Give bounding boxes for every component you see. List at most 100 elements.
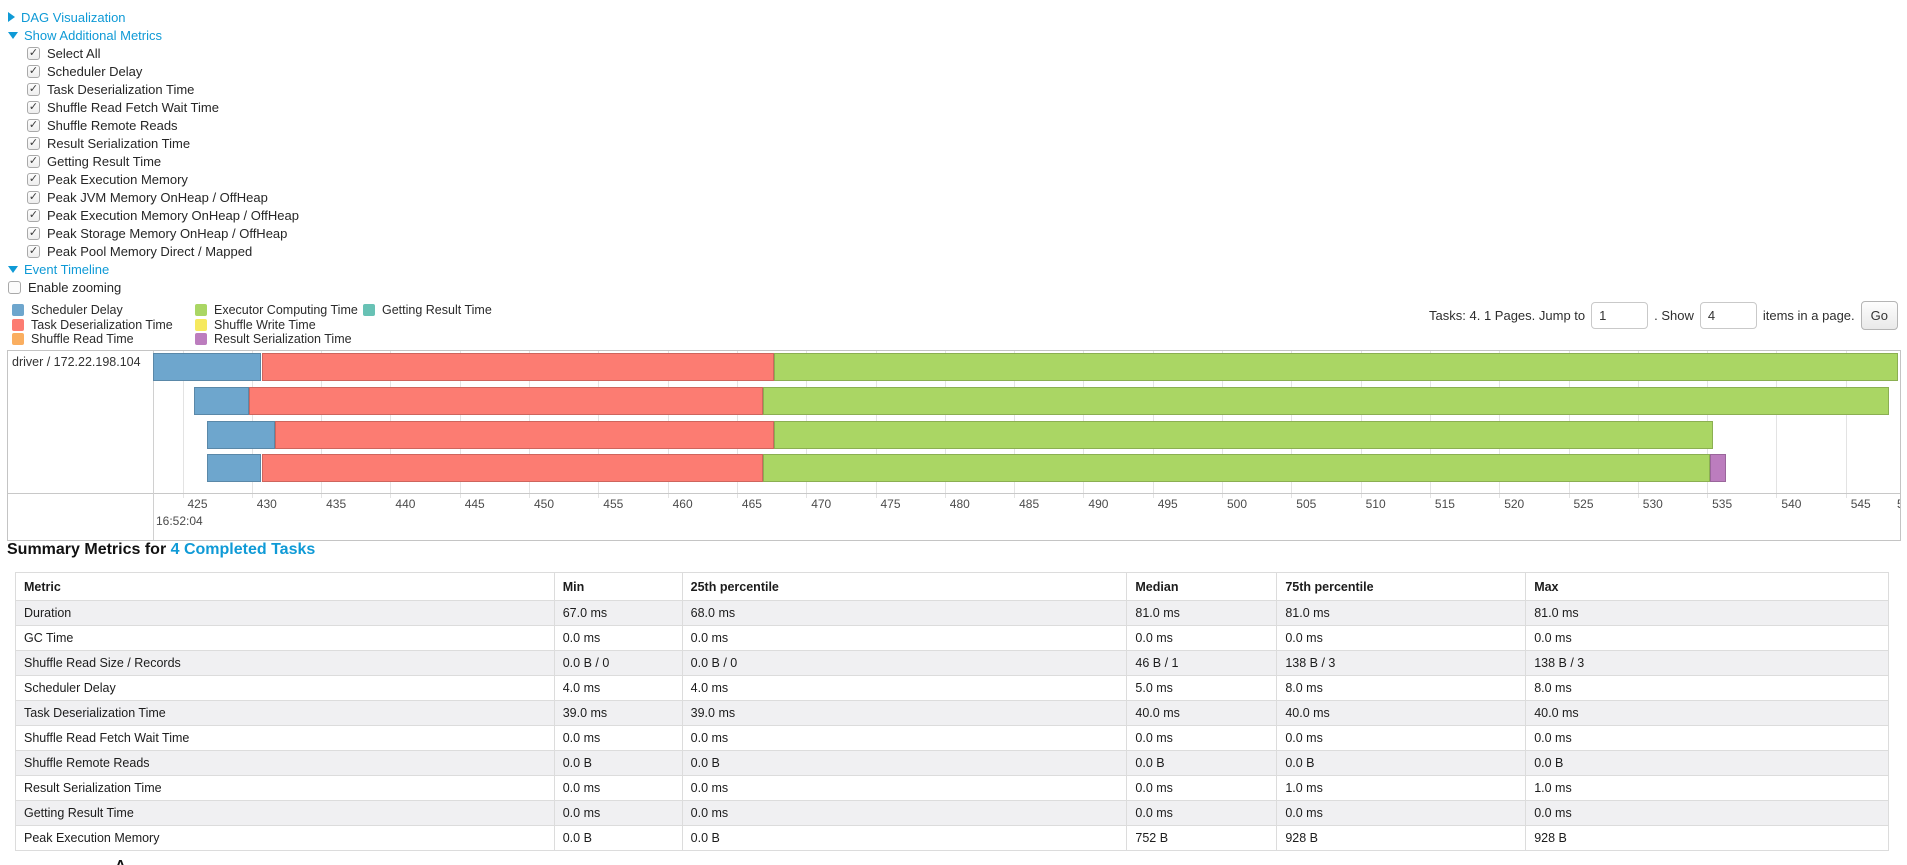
summary-row: Scheduler Delay 4.0 ms 4.0 ms 5.0 ms 8.0 ms 8…: [15, 675, 1889, 701]
legend-item: Executor Computing Time: [195, 303, 358, 317]
summary-metric-value: 0.0 ms: [1126, 800, 1278, 826]
legend-item-label: Scheduler Delay: [31, 303, 123, 317]
metric-option-row: ✓ Peak Execution Memory: [27, 170, 299, 188]
event-timeline-label: Event Timeline: [24, 261, 110, 277]
summary-row: Peak Execution Memory 0.0 B 0.0 B 752 B 928 …: [15, 825, 1889, 851]
getting_result-swatch: [363, 304, 375, 316]
summary-metric-value: 81.0 ms: [1276, 600, 1527, 626]
axis-tick-label: 445: [464, 497, 485, 511]
summary-metric-value: 0.0 ms: [1126, 775, 1278, 801]
summary-row: GC Time 0.0 ms 0.0 ms 0.0 ms 0.0 ms 0.0 ms: [15, 625, 1889, 651]
axis-tick-label: 505: [1296, 497, 1317, 511]
summary-metric-value: 81.0 ms: [1126, 600, 1278, 626]
summary-metric-name: Shuffle Remote Reads: [15, 750, 555, 776]
summary-metric-value: 0.0 B: [1525, 750, 1889, 776]
summary-metric-value: 0.0 B: [553, 750, 683, 776]
items-per-page-input[interactable]: [1699, 301, 1757, 329]
metric-checkbox-3[interactable]: ✓: [27, 100, 40, 114]
axis-tick-label: 530: [1642, 497, 1663, 511]
summary-metric-value: 0.0 B: [1276, 750, 1527, 776]
event-timeline-toggle[interactable]: Event Timeline: [8, 262, 109, 277]
summary-metric-value: 8.0 ms: [1525, 675, 1889, 701]
event-timeline-chart: 425 430 435 440 445 450 455 460 465 470 475 480 485 4…: [7, 350, 1901, 541]
enable-zooming-checkbox[interactable]: [8, 280, 21, 294]
show-additional-metrics-toggle[interactable]: Show Additional Metrics: [8, 28, 162, 43]
summary-metric-value: 8.0 ms: [1276, 675, 1527, 701]
legend-item: Getting Result Time: [363, 303, 492, 317]
summary-column-header: 25th percentile: [681, 572, 1128, 601]
timeline-controls: DAG Visualization Show Additional Metric…: [8, 8, 299, 296]
metric-checkbox-list: ✓ Select All ✓ Scheduler Delay ✓ Task Deseria…: [8, 44, 299, 260]
summary-metric-value: 0.0 ms: [1126, 625, 1278, 651]
summary-metric-value: 0.0 ms: [681, 725, 1128, 751]
metric-checkbox-label: Getting Result Time: [47, 153, 162, 169]
metric-checkbox-6[interactable]: ✓: [27, 154, 40, 168]
summary-metric-value: 0.0 B: [553, 825, 683, 851]
jump-to-page-input[interactable]: [1591, 301, 1649, 329]
axis-tick-label: 440: [395, 497, 416, 511]
summary-column-header: 75th percentile: [1276, 572, 1527, 601]
metric-checkbox-label: Peak Storage Memory OnHeap / OffHeap: [47, 225, 288, 241]
summary-metric-value: 928 B: [1525, 825, 1889, 851]
axis-gridline: [1776, 351, 1778, 498]
metric-option-row: ✓ Shuffle Read Fetch Wait Time: [27, 98, 299, 116]
executor-label: driver / 172.22.198.104: [12, 355, 141, 369]
legend-column: Getting Result Time: [363, 303, 492, 318]
summary-metric-value: 0.0 ms: [681, 800, 1128, 826]
summary-metric-value: 0.0 B / 0: [553, 650, 683, 676]
summary-row: Result Serialization Time 0.0 ms 0.0 ms 0.0…: [15, 775, 1889, 801]
dag-visualization-label: DAG Visualization: [21, 9, 126, 25]
metric-checkbox-10[interactable]: ✓: [27, 226, 40, 240]
metric-checkbox-4[interactable]: ✓: [27, 118, 40, 132]
completed-tasks-link[interactable]: 4 Completed Tasks: [170, 541, 316, 558]
summary-metric-value: 0.0 ms: [1525, 725, 1889, 751]
metric-checkbox-0[interactable]: ✓: [27, 46, 40, 60]
timeline-legend: Scheduler Delay Task Deserialization Time…: [12, 303, 492, 347]
metric-checkbox-11[interactable]: ✓: [27, 244, 40, 258]
metric-checkbox-label: Peak Pool Memory Direct / Mapped: [47, 243, 253, 259]
metric-option-row: ✓ Peak Storage Memory OnHeap / OffHeap: [27, 224, 299, 242]
legend-item: Shuffle Read Time: [12, 332, 173, 346]
summary-column-header: Metric: [15, 572, 555, 601]
metric-option-row: ✓ Result Serialization Time: [27, 134, 299, 152]
summary-metric-value: 0.0 ms: [553, 775, 683, 801]
summary-metric-value: 40.0 ms: [1276, 700, 1527, 726]
go-button[interactable]: Go: [1860, 300, 1898, 330]
pagination-prefix: Tasks: 4. 1 Pages. Jump to: [1429, 307, 1586, 323]
metric-checkbox-7[interactable]: ✓: [27, 172, 40, 186]
metric-checkbox-5[interactable]: ✓: [27, 136, 40, 150]
metric-checkbox-label: Result Serialization Time: [47, 135, 191, 151]
metric-checkbox-1[interactable]: ✓: [27, 64, 40, 78]
axis-tick-label: 515: [1434, 497, 1455, 511]
metric-checkbox-label: Shuffle Read Fetch Wait Time: [47, 99, 219, 115]
task-bar-scheduler_delay: [207, 454, 262, 482]
summary-column-header: Min: [553, 572, 683, 601]
summary-metric-name: GC Time: [15, 625, 555, 651]
task-bar-task_deserialization: [275, 421, 775, 449]
task-bar-executor_computing: [774, 421, 1713, 449]
summary-metric-name: Getting Result Time: [15, 800, 555, 826]
dag-visualization-toggle[interactable]: DAG Visualization: [8, 10, 126, 25]
summary-metric-name: Shuffle Read Fetch Wait Time: [15, 725, 555, 751]
summary-metrics-title: Summary Metrics for 4 Completed Tasks: [7, 541, 315, 559]
task-bar-scheduler_delay: [153, 353, 262, 381]
metric-checkbox-9[interactable]: ✓: [27, 208, 40, 222]
task-bar-task_deserialization: [261, 353, 775, 381]
axis-tick-label: 475: [880, 497, 901, 511]
summary-metric-value: 81.0 ms: [1525, 600, 1889, 626]
task-bar-executor_computing: [763, 454, 1710, 482]
summary-metric-name: Task Deserialization Time: [15, 700, 555, 726]
metric-checkbox-8[interactable]: ✓: [27, 190, 40, 204]
summary-metric-value: 0.0 ms: [553, 800, 683, 826]
metric-checkbox-2[interactable]: ✓: [27, 82, 40, 96]
shuffle_read-swatch: [12, 333, 24, 345]
summary-metric-name: Scheduler Delay: [15, 675, 555, 701]
metric-checkbox-label: Peak JVM Memory OnHeap / OffHeap: [47, 189, 268, 205]
summary-metric-value: 928 B: [1276, 825, 1527, 851]
metric-option-row: ✓ Scheduler Delay: [27, 62, 299, 80]
summary-metric-value: 4.0 ms: [681, 675, 1128, 701]
task_deserialization-swatch: [12, 318, 24, 331]
summary-metric-name: Result Serialization Time: [15, 775, 555, 801]
summary-metric-value: 1.0 ms: [1276, 775, 1527, 801]
axis-tick-label: 500: [1227, 497, 1248, 511]
